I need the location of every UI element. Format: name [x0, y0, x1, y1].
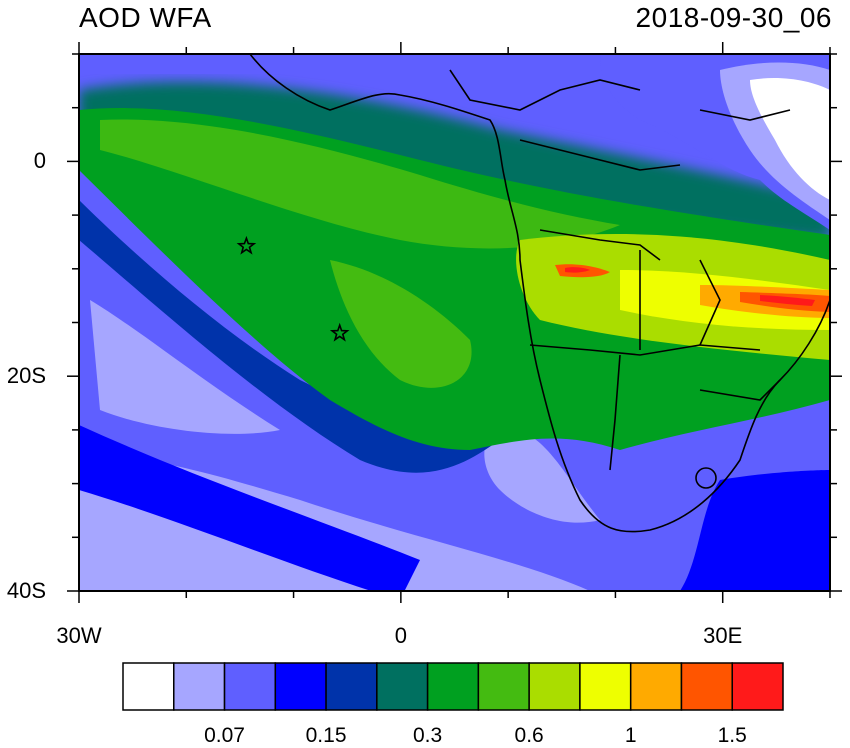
colorbar-label: 1.5 — [717, 724, 747, 747]
y-tick-label: 0 — [33, 148, 46, 174]
colorbar-swatch — [325, 662, 378, 711]
y-tick-label: 20S — [6, 363, 46, 389]
colorbar-swatch — [173, 662, 226, 711]
colorbar-label: 0.3 — [413, 724, 443, 747]
map-timestamp: 2018-09-30_06 — [635, 2, 832, 33]
marker-layer — [236, 235, 350, 342]
axis-ticks — [67, 42, 842, 603]
colorbar-swatch — [426, 662, 480, 711]
colorbar — [122, 662, 784, 711]
colorbar-label: 1 — [624, 724, 637, 747]
x-tick-label: 0 — [394, 623, 407, 648]
colorbar-swatch — [122, 662, 175, 711]
colorbar-swatch — [477, 662, 530, 711]
coastlines — [249, 54, 830, 533]
colorbar-swatch — [629, 662, 683, 711]
star-marker-icon — [329, 322, 350, 342]
y-tick-label: 40S — [6, 578, 46, 603]
colorbar-swatch — [731, 662, 784, 711]
map-title: AOD WFA — [79, 2, 212, 33]
star-marker-icon — [236, 235, 257, 255]
colorbar-swatch — [680, 662, 733, 711]
x-tick-label: 30E — [703, 623, 743, 648]
colorbar-swatch — [274, 662, 327, 711]
colorbar-label: 0.15 — [305, 724, 347, 747]
colorbar-label: 0.6 — [514, 724, 544, 747]
colorbar-label: 0.07 — [204, 724, 245, 747]
colorbar-swatch — [376, 662, 429, 711]
colorbar-swatch — [579, 662, 632, 711]
x-tick-label: 30W — [56, 623, 102, 648]
aod-field — [79, 54, 830, 591]
colorbar-swatch — [223, 662, 277, 711]
colorbar-swatch — [528, 662, 581, 711]
